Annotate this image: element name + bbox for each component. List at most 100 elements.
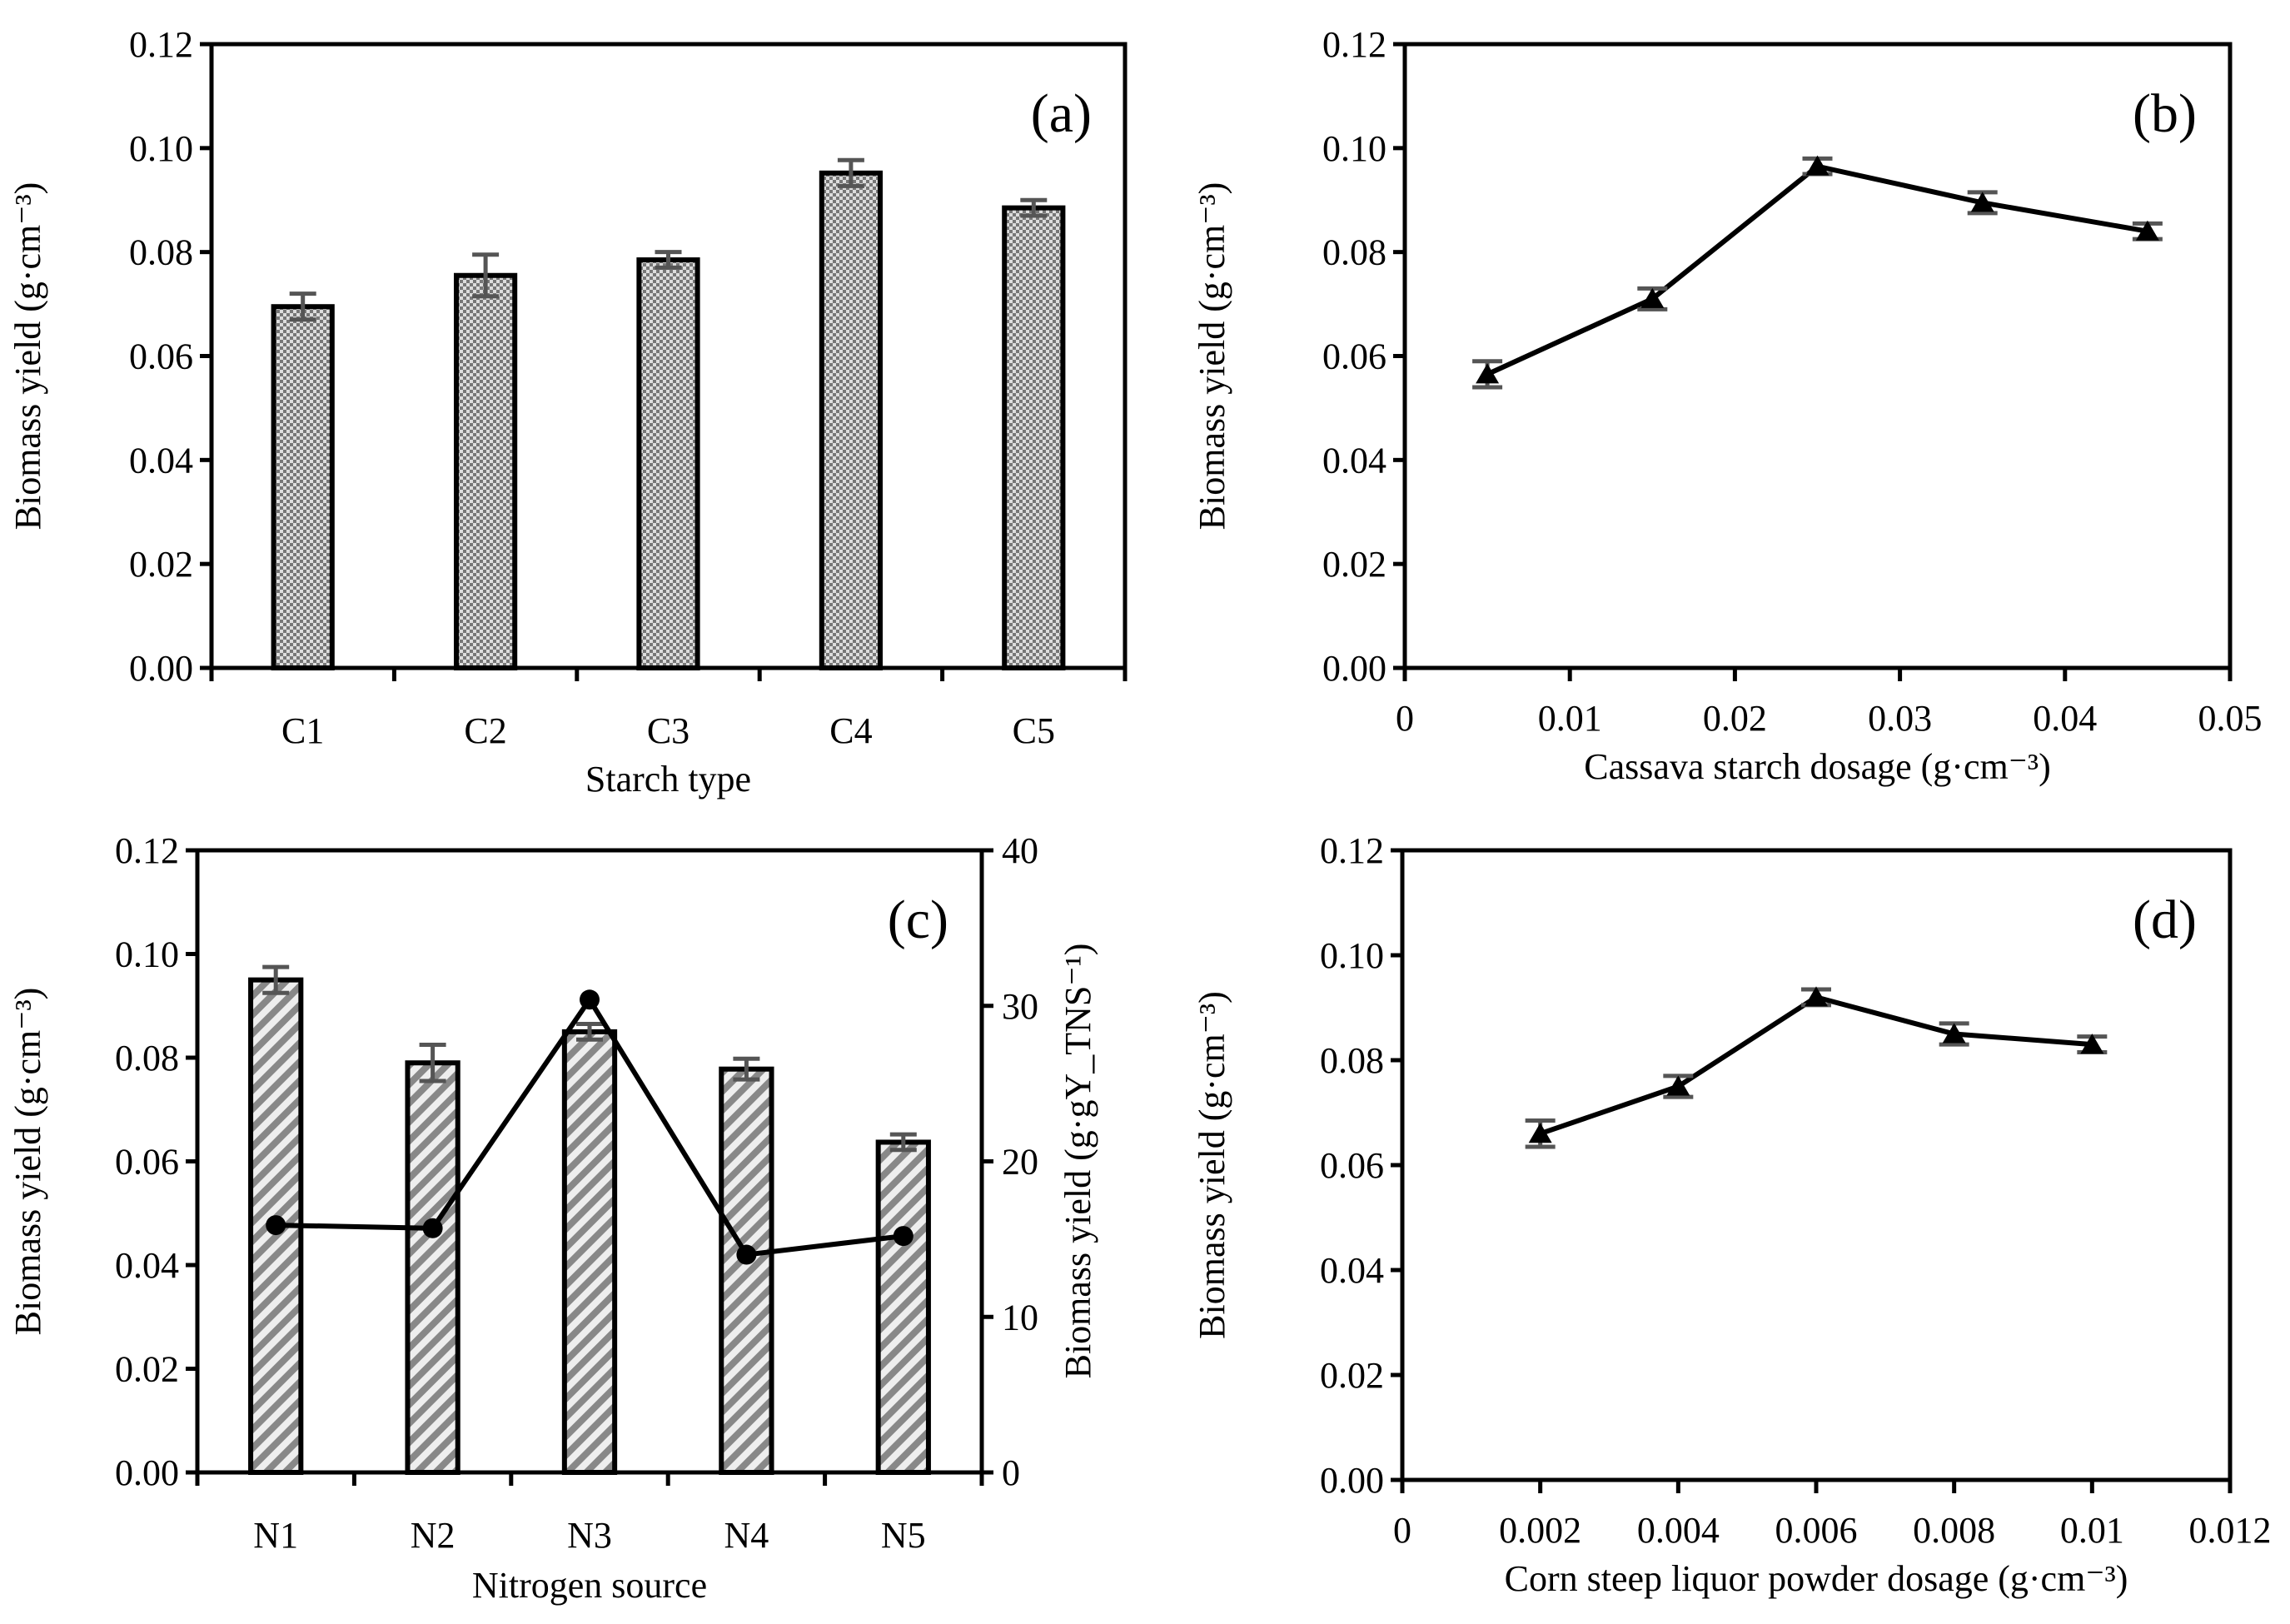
y-tick-label: 0.10 xyxy=(1320,935,1384,976)
panel-d-chart: 0.00 0.02 0.04 0.06 0.08 0.10 0.12 Biomass yiel… xyxy=(1192,830,2272,1599)
bar xyxy=(405,1060,460,1475)
y-tick-label: 0.02 xyxy=(1320,1355,1384,1396)
line-point xyxy=(266,1215,286,1236)
error-bar xyxy=(655,250,682,270)
panel-label: (b) xyxy=(2133,83,2197,144)
y-tick-label: 0.04 xyxy=(115,1245,179,1286)
y2-tick-label: 20 xyxy=(1002,1142,1038,1183)
triangle-marker xyxy=(1476,363,1500,384)
y-axis-label: Biomass yield (g·cm⁻³) xyxy=(7,988,48,1336)
x-tick-label: 0.01 xyxy=(1538,698,1602,739)
x-axis-label: Corn steep liquor powder dosage (g·cm⁻³) xyxy=(1505,1558,2128,1599)
triangle-marker xyxy=(1528,1123,1552,1143)
error-bar xyxy=(419,1042,446,1083)
y-tick-label: 0.06 xyxy=(1320,1145,1384,1186)
y-axis-label: Biomass yield (g·cm⁻³) xyxy=(1192,182,1232,531)
x-tick-label: N3 xyxy=(567,1515,612,1556)
line-point xyxy=(580,989,600,1010)
triangle-marker xyxy=(1640,287,1665,308)
y2-tick-label: 0 xyxy=(1002,1452,1020,1493)
triangle-marker xyxy=(1942,1023,1966,1044)
x-tick-label: 0.05 xyxy=(2198,698,2263,739)
x-axis-label: Cassava starch dosage (g·cm⁻³) xyxy=(1584,746,2051,787)
plot-frame xyxy=(1400,848,2233,1482)
x-tick-label: N1 xyxy=(253,1515,298,1556)
x-tick-label: 0.008 xyxy=(1913,1510,1995,1551)
error-bar xyxy=(289,291,316,322)
y-tick-label: 0.00 xyxy=(129,648,193,689)
y2-tick-label: 30 xyxy=(1002,986,1038,1027)
error-bar xyxy=(733,1056,760,1082)
y-tick-label: 0.10 xyxy=(1322,128,1386,169)
line-point xyxy=(736,1244,757,1265)
bar xyxy=(453,272,518,670)
error-bar xyxy=(262,964,290,995)
x-axis-label: Nitrogen source xyxy=(472,1565,707,1606)
y-tick-label: 0.04 xyxy=(129,440,193,481)
bar xyxy=(819,170,884,670)
x-tick-label: 0.012 xyxy=(2189,1510,2272,1551)
x-tick-label: N2 xyxy=(411,1515,456,1556)
y-tick-label: 0.00 xyxy=(1320,1460,1384,1501)
y-tick-label: 0.06 xyxy=(1322,336,1386,377)
bar xyxy=(561,1029,618,1475)
x-tick-label: 0.03 xyxy=(1868,698,1932,739)
line-point xyxy=(422,1218,443,1238)
y-axis-label: Biomass yield (g·cm⁻³) xyxy=(7,182,48,531)
y-tick-label: 0.06 xyxy=(129,336,193,377)
triangle-marker xyxy=(2135,220,2159,241)
triangle-marker xyxy=(1805,986,1828,1007)
y-tick-label: 0.08 xyxy=(129,232,193,273)
x-tick-label: C2 xyxy=(464,710,506,751)
panel-b-chart: 0.00 0.02 0.04 0.06 0.08 0.10 0.12 Biomass yiel… xyxy=(1192,24,2263,787)
error-bar xyxy=(837,157,864,188)
x-tick-label: 0.01 xyxy=(2060,1510,2124,1551)
x-tick-label: C3 xyxy=(647,710,689,751)
y-tick-label: 0.04 xyxy=(1322,440,1386,481)
y-tick-label: 0.06 xyxy=(115,1142,179,1183)
triangle-marker xyxy=(1666,1075,1690,1096)
bar xyxy=(719,1066,774,1475)
y-tick-label: 0.12 xyxy=(129,24,193,65)
y2-tick-label: 10 xyxy=(1002,1297,1038,1338)
error-bar xyxy=(1020,197,1048,218)
bar xyxy=(1002,205,1066,671)
y-tick-label: 0.00 xyxy=(1322,648,1386,689)
y-tick-label: 0.00 xyxy=(115,1452,179,1493)
triangle-marker xyxy=(1805,155,1830,176)
y-tick-label: 0.12 xyxy=(1322,24,1386,65)
x-tick-label: 0.002 xyxy=(1499,1510,1581,1551)
x-tick-label: N4 xyxy=(724,1515,769,1556)
x-tick-label: C1 xyxy=(281,710,324,751)
x-tick-label: C4 xyxy=(829,710,872,751)
y-tick-label: 0.08 xyxy=(1320,1040,1384,1081)
y-tick-label: 0.12 xyxy=(115,830,179,871)
error-bar xyxy=(576,1022,603,1042)
y-tick-label: 0.10 xyxy=(115,934,179,975)
y-tick-label: 0.12 xyxy=(1320,830,1384,871)
x-tick-label: 0 xyxy=(1393,1510,1411,1551)
y-tick-label: 0.08 xyxy=(1322,232,1386,273)
triangle-marker xyxy=(1970,192,1994,212)
y-tick-label: 0.08 xyxy=(115,1038,179,1079)
error-bar xyxy=(889,1132,917,1153)
y2-axis-label: Biomass yield (g·gY_TNS⁻¹) xyxy=(1058,944,1098,1379)
x-tick-label: C5 xyxy=(1013,710,1055,751)
error-bar xyxy=(472,252,500,299)
x-tick-label: 0.04 xyxy=(2033,698,2097,739)
panel-c-chart: Biomass yield (g·gY_TNS⁻¹) 0.00 0.02 0.04 0… xyxy=(7,830,1098,1606)
bar xyxy=(636,257,700,670)
bar xyxy=(271,304,335,670)
panel-label: (c) xyxy=(888,889,948,950)
panel-label: (a) xyxy=(1031,83,1092,144)
series-line xyxy=(1486,163,2148,377)
panel-a-chart: 0.00 0.02 0.04 0.06 0.08 0.10 0.12 Biomass yiel… xyxy=(7,24,1128,800)
y-tick-label: 0.02 xyxy=(1322,544,1386,585)
series-line xyxy=(1539,994,2093,1137)
x-tick-label: 0.006 xyxy=(1775,1510,1858,1551)
x-tick-label: 0 xyxy=(1396,698,1414,739)
y-tick-label: 0.10 xyxy=(129,128,193,169)
y-axis-label: Biomass yield (g·cm⁻³) xyxy=(1192,991,1232,1339)
bar xyxy=(875,1139,931,1476)
